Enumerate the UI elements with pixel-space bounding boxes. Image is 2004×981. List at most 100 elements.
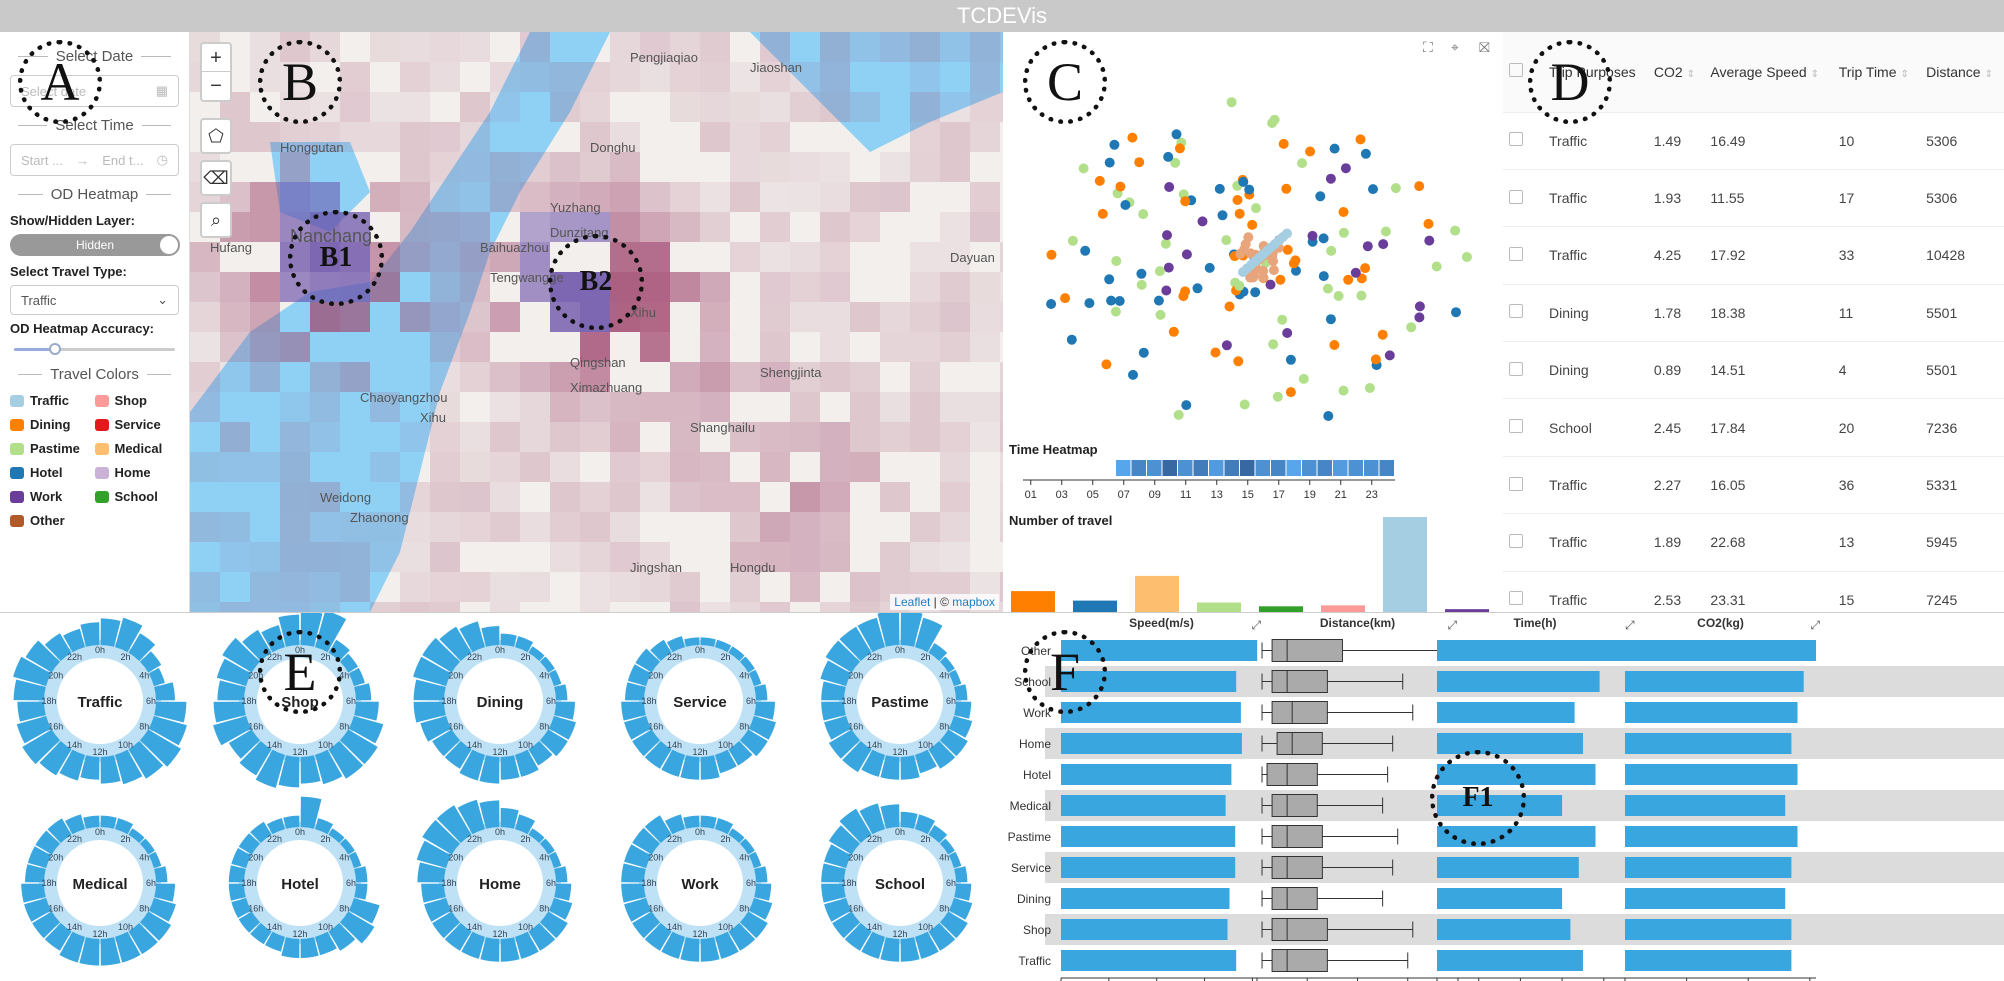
scatter-point[interactable] — [1340, 163, 1351, 174]
radial-hour-bar[interactable] — [554, 866, 568, 883]
radial-hour-bar[interactable] — [900, 937, 920, 962]
stats-bar[interactable] — [1625, 640, 1816, 661]
stats-bar[interactable] — [1437, 640, 1633, 661]
radial-hour-bar[interactable] — [857, 617, 885, 653]
scatter-point[interactable] — [1114, 296, 1125, 306]
radial-hour-bar[interactable] — [500, 937, 520, 962]
radial-hour-bar[interactable] — [354, 883, 368, 900]
radial-hour-bar[interactable] — [216, 658, 252, 686]
table-row[interactable]: Traffic 1.93 11.55 17 5306 — [1503, 169, 2004, 228]
radial-hour-bar[interactable] — [665, 814, 685, 835]
radial-hour-bar[interactable] — [80, 622, 100, 647]
stats-bar[interactable] — [1061, 950, 1237, 971]
expand-icon[interactable]: ⤢ — [1810, 618, 1821, 632]
radial-hour-bar[interactable] — [59, 749, 85, 781]
scatter-point[interactable] — [1333, 291, 1344, 301]
radial-hour-bar[interactable] — [340, 729, 378, 765]
stats-bar[interactable] — [1061, 857, 1236, 878]
radial-hour-bar[interactable] — [115, 931, 141, 963]
stats-bar[interactable] — [1437, 857, 1579, 878]
scatter-point[interactable] — [1210, 347, 1221, 358]
radial-hour-bar[interactable] — [459, 621, 485, 653]
time-heatmap-cell[interactable] — [1317, 460, 1333, 476]
scatter-point[interactable] — [1269, 114, 1280, 125]
polygon-draw-icon[interactable]: ⬠ — [200, 118, 232, 154]
time-heatmap-cell[interactable] — [1302, 460, 1317, 476]
scatter-point[interactable] — [1094, 175, 1105, 186]
radial-hour-bar[interactable] — [715, 749, 737, 774]
radial-hour-bar[interactable] — [432, 911, 460, 939]
travel-count-bar-dining[interactable] — [1011, 591, 1055, 612]
radial-hour-bar[interactable] — [459, 749, 485, 781]
stats-bar[interactable] — [1625, 671, 1804, 692]
eraser-icon[interactable]: ⌫ — [200, 160, 232, 196]
scatter-point[interactable] — [1414, 301, 1425, 312]
box[interactable] — [1271, 856, 1323, 879]
radial-hour-bar[interactable] — [413, 656, 452, 686]
radial-hour-bar[interactable] — [217, 680, 246, 701]
time-heatmap-cell[interactable] — [1348, 460, 1364, 476]
radial-hour-bar[interactable] — [148, 851, 162, 868]
stats-bar[interactable] — [1061, 640, 1258, 661]
radial-hour-bar[interactable] — [632, 729, 660, 757]
radial-hour-bar[interactable] — [824, 716, 852, 740]
scatter-point[interactable] — [1450, 225, 1461, 236]
radial-hour-bar[interactable] — [832, 911, 860, 939]
radial-hour-bar[interactable] — [420, 716, 452, 742]
radial-hour-bar[interactable] — [554, 701, 575, 720]
scatter-point[interactable] — [1168, 326, 1179, 337]
scatter-point[interactable] — [1277, 314, 1288, 325]
box[interactable] — [1271, 949, 1328, 972]
scatter-point[interactable] — [1364, 383, 1375, 393]
radial-hour-bar[interactable] — [821, 681, 846, 701]
radial-hour-bar[interactable] — [627, 664, 652, 686]
radial-hour-bar[interactable] — [915, 931, 939, 959]
radial-hour-bar[interactable] — [250, 923, 272, 945]
radial-hour-bar[interactable] — [348, 851, 362, 868]
radial-hour-bar[interactable] — [228, 883, 246, 901]
radial-hour-bar[interactable] — [481, 626, 500, 647]
scatter-point[interactable] — [1154, 266, 1165, 277]
radial-hour-bar[interactable] — [621, 863, 646, 883]
radial-hour-bar[interactable] — [540, 838, 555, 855]
radial-hour-bar[interactable] — [624, 898, 652, 922]
radial-hour-bar[interactable] — [128, 633, 156, 661]
radial-hour-bar[interactable] — [948, 669, 962, 686]
radial-hour-bar[interactable] — [255, 749, 285, 788]
radial-hour-bar[interactable] — [22, 729, 60, 765]
zoom-out-button[interactable]: − — [210, 75, 222, 97]
box[interactable] — [1271, 918, 1328, 941]
scatter-point[interactable] — [1245, 248, 1256, 259]
radial-hour-bar[interactable] — [900, 755, 920, 780]
scatter-point[interactable] — [1239, 399, 1250, 410]
scatter-point[interactable] — [1360, 263, 1371, 274]
radial-hour-bar[interactable] — [265, 931, 285, 952]
row-checkbox[interactable] — [1509, 361, 1523, 376]
radial-hour-bar[interactable] — [439, 626, 472, 661]
radial-hour-bar[interactable] — [315, 818, 334, 835]
scatter-point[interactable] — [1285, 354, 1296, 365]
radial-hour-bar[interactable] — [515, 636, 534, 653]
radial-hour-bar[interactable] — [928, 923, 956, 951]
scatter-point[interactable] — [1067, 235, 1078, 246]
clear-selection-icon[interactable]: ⛝ — [1479, 39, 1490, 55]
scatter-point[interactable] — [1268, 256, 1279, 267]
radial-hour-bar[interactable] — [13, 656, 52, 686]
stats-bar[interactable] — [1625, 702, 1798, 723]
radial-hour-bar[interactable] — [748, 851, 762, 868]
scatter-point[interactable] — [1318, 271, 1329, 282]
scatter-point[interactable] — [1265, 279, 1276, 290]
radial-hour-bar[interactable] — [354, 701, 379, 721]
scatter-point[interactable] — [1355, 134, 1366, 145]
radial-hour-bar[interactable] — [283, 815, 300, 829]
scatter-point[interactable] — [1136, 268, 1147, 279]
radial-hour-bar[interactable] — [128, 828, 145, 843]
scatter-point[interactable] — [1390, 183, 1401, 194]
radial-hour-bar[interactable] — [680, 937, 700, 962]
table-row[interactable]: Traffic 4.25 17.92 33 10428 — [1503, 226, 2004, 285]
radial-hour-bar[interactable] — [954, 883, 972, 901]
stats-bar[interactable] — [1061, 733, 1242, 754]
radial-hour-bar[interactable] — [548, 716, 576, 740]
time-heatmap-cell[interactable] — [1286, 460, 1302, 476]
radial-hour-bar[interactable] — [661, 749, 685, 777]
